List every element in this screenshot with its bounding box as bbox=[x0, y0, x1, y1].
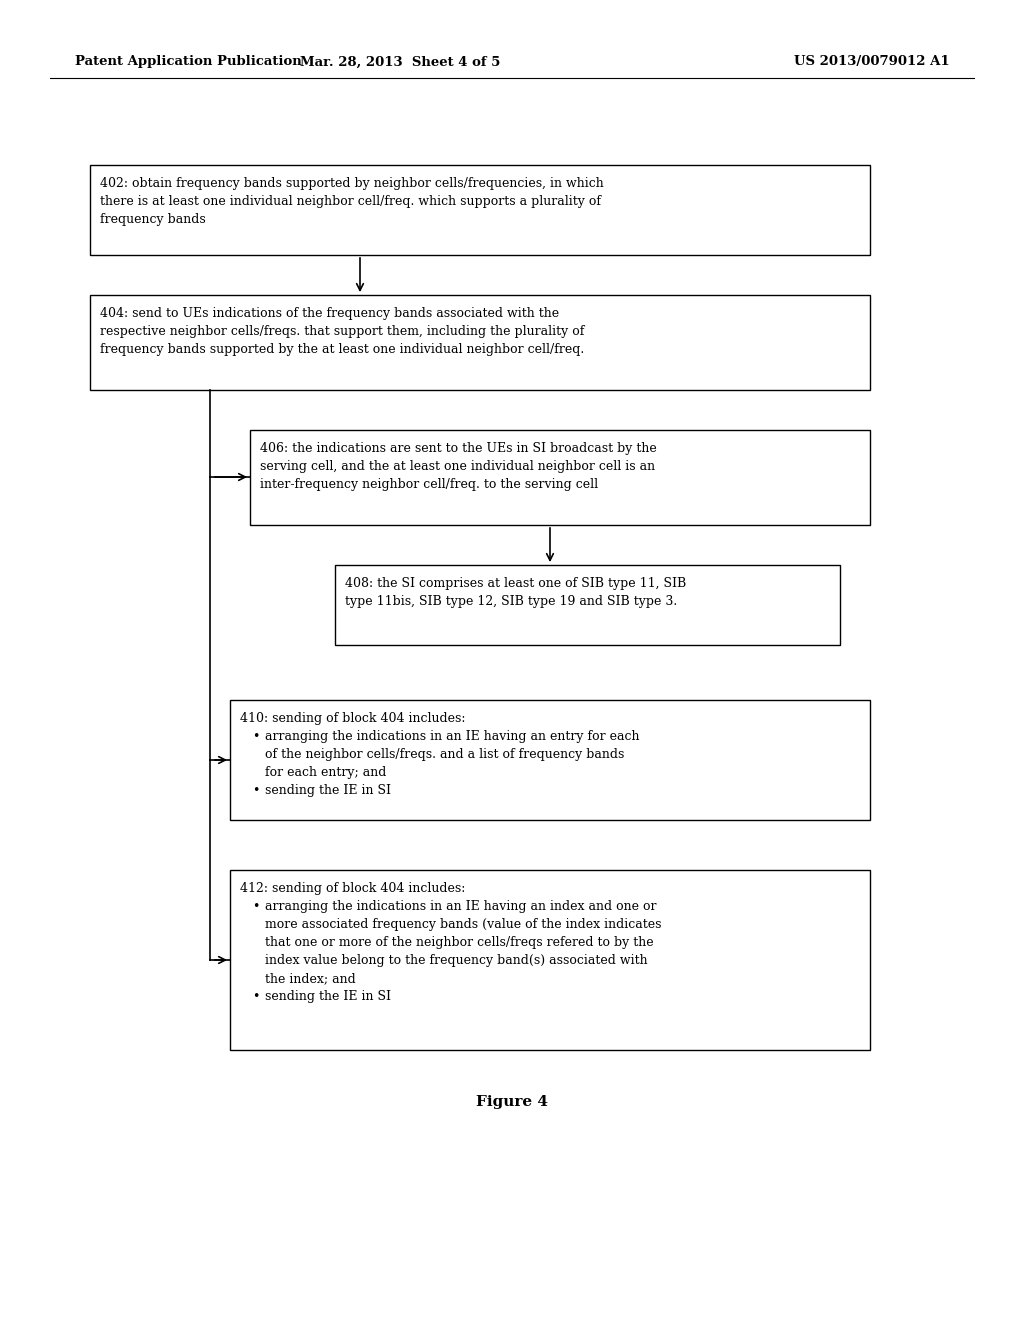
Text: the index; and: the index; and bbox=[265, 972, 355, 985]
Text: inter-frequency neighbor cell/freq. to the serving cell: inter-frequency neighbor cell/freq. to t… bbox=[260, 478, 598, 491]
Text: frequency bands: frequency bands bbox=[100, 213, 206, 226]
Text: respective neighbor cells/freqs. that support them, including the plurality of: respective neighbor cells/freqs. that su… bbox=[100, 325, 585, 338]
Bar bbox=[90, 165, 870, 255]
Bar bbox=[335, 565, 840, 645]
Bar bbox=[250, 430, 870, 525]
Text: US 2013/0079012 A1: US 2013/0079012 A1 bbox=[795, 55, 950, 69]
Text: •: • bbox=[252, 990, 259, 1003]
Text: that one or more of the neighbor cells/freqs refered to by the: that one or more of the neighbor cells/f… bbox=[265, 936, 653, 949]
Text: 406: the indications are sent to the UEs in SI broadcast by the: 406: the indications are sent to the UEs… bbox=[260, 442, 656, 455]
Text: more associated frequency bands (value of the index indicates: more associated frequency bands (value o… bbox=[265, 917, 662, 931]
Text: 404: send to UEs indications of the frequency bands associated with the: 404: send to UEs indications of the freq… bbox=[100, 308, 559, 319]
Text: serving cell, and the at least one individual neighbor cell is an: serving cell, and the at least one indiv… bbox=[260, 459, 655, 473]
Text: 402: obtain frequency bands supported by neighbor cells/frequencies, in which: 402: obtain frequency bands supported by… bbox=[100, 177, 604, 190]
Text: sending the IE in SI: sending the IE in SI bbox=[265, 784, 391, 797]
Text: index value belong to the frequency band(s) associated with: index value belong to the frequency band… bbox=[265, 954, 647, 968]
Bar bbox=[230, 870, 870, 1049]
Bar bbox=[230, 700, 870, 820]
Text: •: • bbox=[252, 900, 259, 913]
Text: Figure 4: Figure 4 bbox=[476, 1096, 548, 1109]
Text: Mar. 28, 2013  Sheet 4 of 5: Mar. 28, 2013 Sheet 4 of 5 bbox=[300, 55, 500, 69]
Text: 408: the SI comprises at least one of SIB type 11, SIB: 408: the SI comprises at least one of SI… bbox=[345, 577, 686, 590]
Text: type 11bis, SIB type 12, SIB type 19 and SIB type 3.: type 11bis, SIB type 12, SIB type 19 and… bbox=[345, 595, 677, 609]
Text: •: • bbox=[252, 784, 259, 797]
Text: frequency bands supported by the at least one individual neighbor cell/freq.: frequency bands supported by the at leas… bbox=[100, 343, 585, 356]
Text: for each entry; and: for each entry; and bbox=[265, 766, 386, 779]
Text: 410: sending of block 404 includes:: 410: sending of block 404 includes: bbox=[240, 711, 466, 725]
Text: Patent Application Publication: Patent Application Publication bbox=[75, 55, 302, 69]
Text: •: • bbox=[252, 730, 259, 743]
Text: 412: sending of block 404 includes:: 412: sending of block 404 includes: bbox=[240, 882, 465, 895]
Text: there is at least one individual neighbor cell/freq. which supports a plurality : there is at least one individual neighbo… bbox=[100, 195, 601, 209]
Bar bbox=[90, 294, 870, 389]
Text: arranging the indications in an IE having an index and one or: arranging the indications in an IE havin… bbox=[265, 900, 656, 913]
Text: of the neighbor cells/freqs. and a list of frequency bands: of the neighbor cells/freqs. and a list … bbox=[265, 748, 625, 762]
Text: sending the IE in SI: sending the IE in SI bbox=[265, 990, 391, 1003]
Text: arranging the indications in an IE having an entry for each: arranging the indications in an IE havin… bbox=[265, 730, 640, 743]
